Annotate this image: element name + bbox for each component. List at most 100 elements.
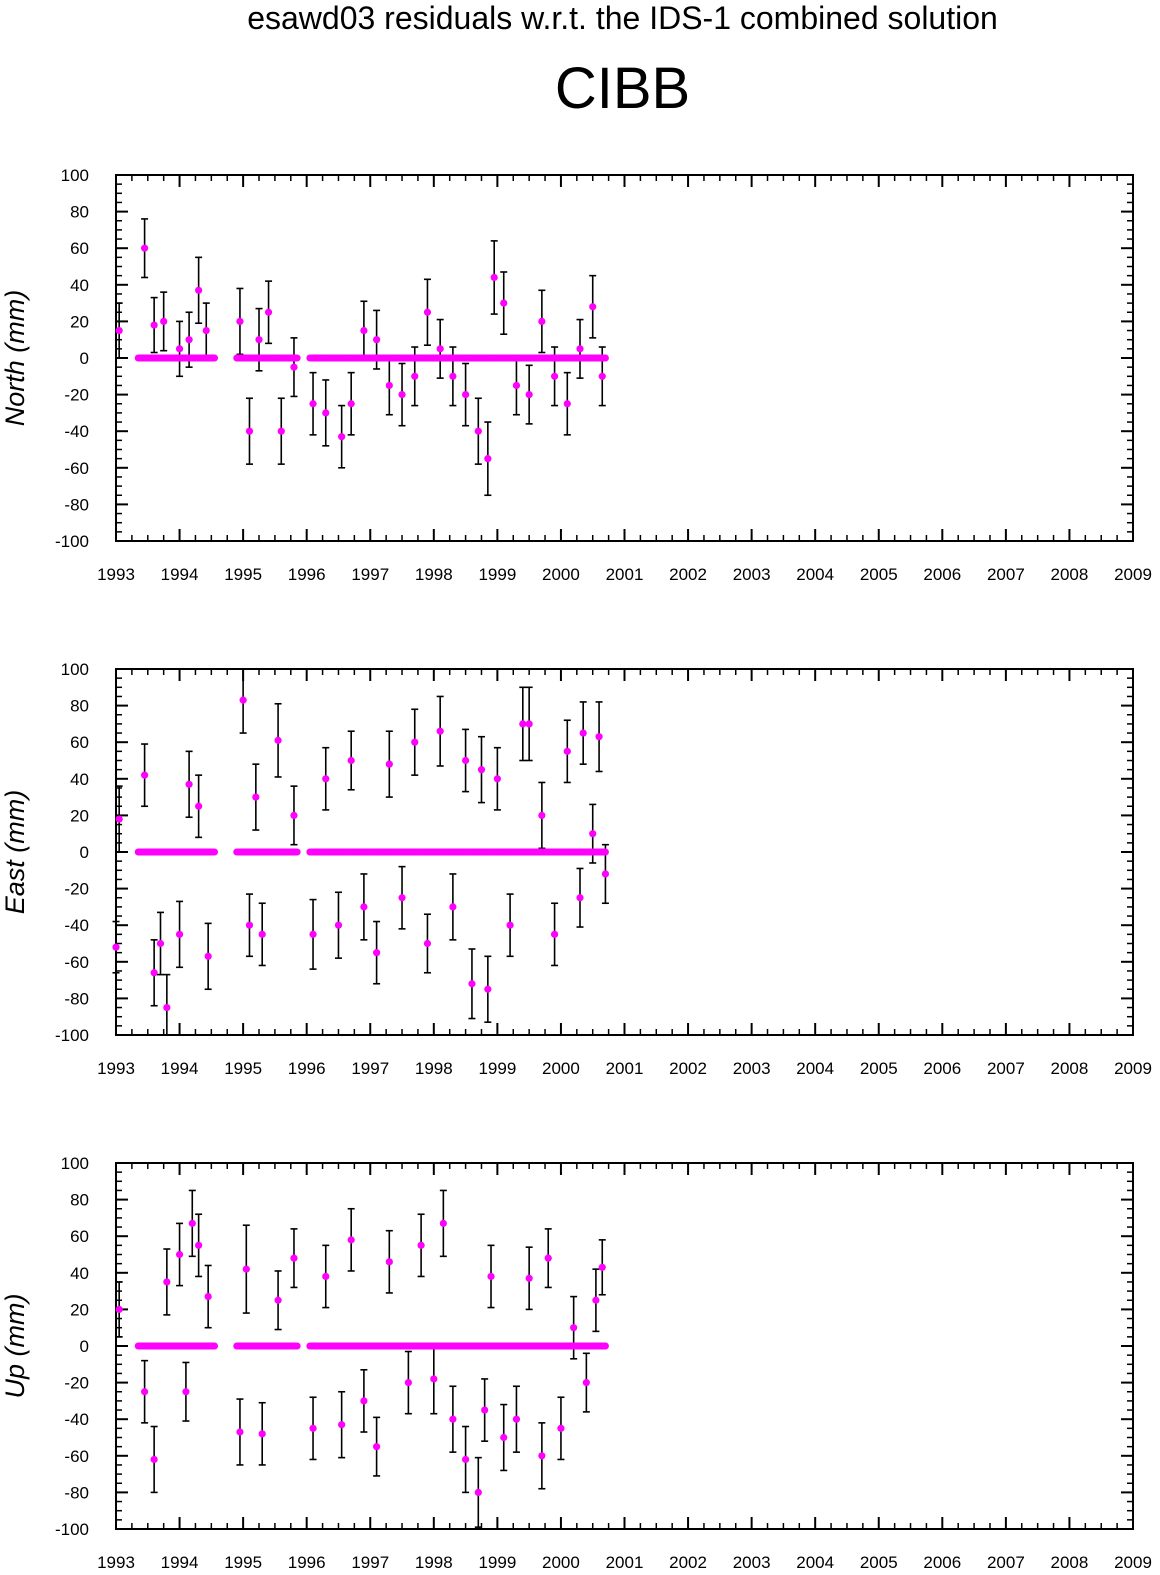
data-point: [141, 244, 149, 252]
y-axis-label: North (mm): [0, 290, 30, 427]
data-point: [277, 427, 285, 435]
data-point: [195, 802, 203, 810]
data-point: [500, 299, 508, 307]
data-point: [506, 921, 514, 929]
data-point: [474, 427, 482, 435]
data-point: [175, 930, 184, 938]
x-tick-label: 1995: [224, 565, 262, 584]
data-point: [195, 1241, 203, 1249]
x-tick-label: 2002: [669, 1553, 707, 1572]
data-point: [245, 921, 254, 929]
data-point: [373, 336, 381, 344]
x-tick-label: 1993: [97, 565, 135, 584]
data-point: [175, 345, 184, 353]
data-point: [538, 1452, 546, 1460]
x-tick-label: 2000: [542, 1059, 580, 1078]
x-tick-label: 2005: [860, 1059, 898, 1078]
data-point: [439, 1219, 447, 1227]
data-point: [115, 1305, 123, 1313]
x-tick-label: 2009: [1114, 1553, 1152, 1572]
data-point: [255, 336, 263, 344]
data-point: [417, 1241, 425, 1249]
x-tick-label: 2008: [1051, 565, 1089, 584]
data-point: [322, 775, 330, 783]
y-tick-label: 40: [70, 770, 89, 789]
data-point: [576, 345, 584, 353]
y-axis-label: East (mm): [0, 790, 30, 915]
data-point: [411, 372, 419, 380]
y-tick-label: 80: [70, 1191, 89, 1210]
data-point: [115, 326, 123, 335]
data-point: [484, 985, 492, 993]
data-point: [338, 1421, 346, 1429]
data-point: [525, 391, 533, 399]
x-tick-label: 2005: [860, 1553, 898, 1572]
x-tick-label: 1993: [97, 1059, 135, 1078]
data-point: [449, 372, 457, 380]
data-point: [385, 760, 393, 768]
data-point: [309, 1424, 317, 1432]
data-point: [360, 903, 368, 911]
data-point: [163, 1278, 171, 1286]
data-point: [579, 729, 587, 737]
data-point: [274, 1296, 282, 1304]
x-tick-label: 2006: [923, 565, 961, 584]
y-tick-label: -100: [55, 532, 89, 551]
y-tick-label: -40: [64, 916, 89, 935]
x-tick-label: 2003: [733, 565, 771, 584]
data-point: [239, 696, 247, 704]
data-point: [150, 969, 158, 977]
data-point: [290, 363, 298, 371]
data-point: [449, 1415, 457, 1423]
data-point: [236, 317, 244, 325]
data-point: [360, 1397, 368, 1405]
data-point: [576, 894, 584, 902]
data-point: [404, 1379, 412, 1387]
data-point: [373, 1443, 381, 1451]
data-point: [258, 930, 266, 938]
data-point: [477, 766, 486, 774]
data-point: [423, 308, 432, 316]
y-tick-label: 20: [70, 1300, 89, 1319]
panel-north: 1993 1994 1995 1996 1997 1998 1999 2000 2001 2002…: [0, 166, 1152, 584]
data-point: [423, 939, 432, 948]
x-tick-label: 2007: [987, 1059, 1025, 1078]
x-tick-label: 1998: [415, 1059, 453, 1078]
x-tick-label: 2009: [1114, 565, 1152, 584]
data-point: [436, 345, 444, 353]
data-point: [160, 317, 168, 325]
y-tick-label: 40: [70, 276, 89, 295]
x-tick-label: 2004: [796, 565, 834, 584]
data-point: [195, 286, 203, 294]
x-tick-label: 1996: [288, 1059, 326, 1078]
x-tick-label: 2004: [796, 1059, 834, 1078]
data-point: [430, 1375, 438, 1383]
x-tick-label: 2006: [923, 1059, 961, 1078]
data-point: [563, 747, 571, 755]
x-tick-label: 2001: [606, 1059, 644, 1078]
data-point: [550, 930, 559, 938]
x-tick-label: 1997: [351, 1059, 389, 1078]
x-tick-label: 1997: [351, 1553, 389, 1572]
data-point: [500, 1433, 508, 1442]
y-tick-label: -40: [64, 1410, 89, 1429]
y-tick-label: 60: [70, 733, 89, 752]
data-point: [385, 381, 393, 390]
data-point: [202, 326, 210, 335]
data-point: [474, 1488, 482, 1496]
data-point: [360, 326, 368, 335]
x-tick-label: 1996: [288, 1553, 326, 1572]
data-point: [236, 1428, 244, 1436]
y-axis-label: Up (mm): [0, 1294, 30, 1399]
y-tick-label: -60: [64, 1447, 89, 1466]
data-point: [204, 1292, 212, 1301]
data-point: [398, 894, 406, 902]
data-point: [550, 372, 559, 380]
data-point: [290, 1254, 298, 1262]
y-tick-label: 0: [80, 349, 89, 368]
x-tick-label: 2004: [796, 1553, 834, 1572]
x-tick-label: 2001: [606, 1553, 644, 1572]
y-tick-label: 40: [70, 1264, 89, 1283]
x-tick-label: 1993: [97, 1553, 135, 1572]
data-point: [487, 1272, 495, 1281]
